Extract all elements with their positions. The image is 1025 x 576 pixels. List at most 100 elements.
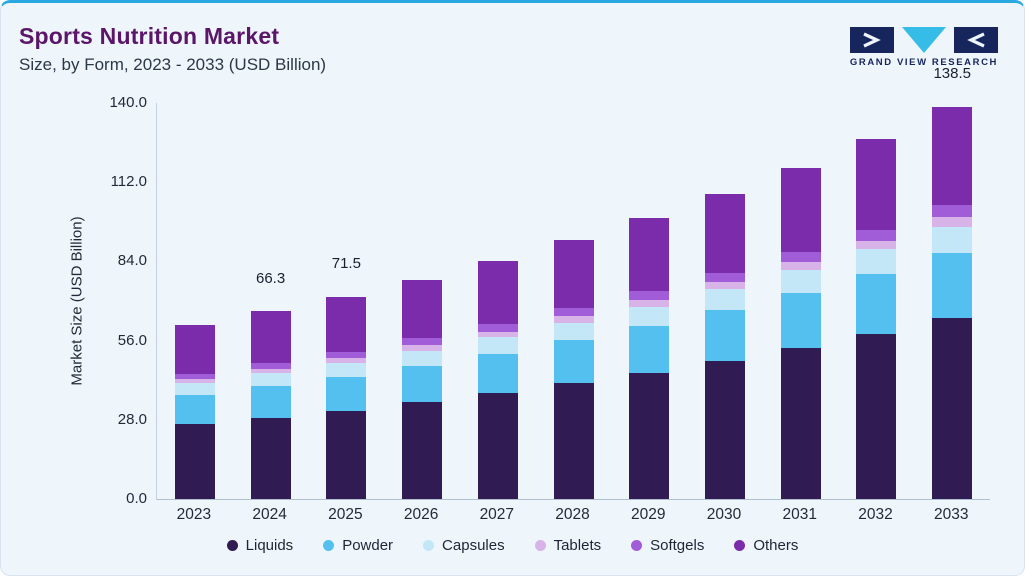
segment-liquids-2031 <box>780 347 821 499</box>
segment-liquids-2030 <box>705 360 745 499</box>
legend-item-powder: Powder <box>323 537 393 554</box>
segment-tablets-2027 <box>477 331 518 338</box>
bar-2023 <box>157 103 233 499</box>
legend-label-softgels: Softgels <box>650 537 705 554</box>
bar-2030 <box>687 103 763 499</box>
bar-stack-2028 <box>553 240 594 499</box>
plot-area: 66.3 71.5 138.5 <box>156 65 990 500</box>
legend-item-tablets: Tablets <box>534 537 601 554</box>
segment-capsules-2030 <box>705 289 745 311</box>
segment-others-2026 <box>402 279 443 339</box>
segment-softgels-2033 <box>932 205 973 218</box>
bar-2024: 66.3 <box>233 103 309 499</box>
bar-stack-2029 <box>629 217 670 499</box>
segment-others-2023 <box>174 324 215 374</box>
legend-label-others: Others <box>753 537 799 554</box>
segment-capsules-2031 <box>780 270 821 293</box>
title-block: Sports Nutrition Market Size, by Form, 2… <box>19 23 326 75</box>
legend-label-capsules: Capsules <box>442 537 505 554</box>
segment-powder-2028 <box>553 340 594 384</box>
legend-label-liquids: Liquids <box>245 537 294 554</box>
chart-subtitle: Size, by Form, 2023 - 2033 (USD Billion) <box>19 55 327 74</box>
segment-softgels-2030 <box>705 272 745 282</box>
segment-capsules-2032 <box>856 249 897 274</box>
segment-capsules-2023 <box>174 383 215 396</box>
page-title: Sports Nutrition Market <box>19 23 280 49</box>
segment-tablets-2030 <box>705 281 745 290</box>
segment-softgels-2029 <box>629 291 670 300</box>
legend-item-softgels: Softgels <box>631 537 704 554</box>
segment-others-2029 <box>629 217 670 292</box>
segment-liquids-2023 <box>174 424 215 499</box>
legend: Liquids Powder Capsules Tablets Softgels Othe… <box>1 537 1024 554</box>
legend-dot-liquids <box>226 540 238 551</box>
segment-others-2028 <box>553 240 594 309</box>
segment-capsules-2028 <box>553 322 594 341</box>
bar-stack-2032 <box>856 138 897 499</box>
y-tick-label: 56.0 <box>117 331 147 349</box>
gvr-logo-text: GRAND VIEW RESEARCH <box>849 57 998 68</box>
x-tick-label-2024: 2024 <box>252 506 287 523</box>
bar-stack-2023 <box>174 324 215 499</box>
bar-stack-2027 <box>477 260 518 499</box>
legend-item-liquids: Liquids <box>226 537 294 554</box>
segment-liquids-2026 <box>402 402 443 499</box>
segment-capsules-2029 <box>629 306 670 326</box>
segment-tablets-2033 <box>932 217 973 227</box>
segment-tablets-2026 <box>402 345 443 351</box>
segment-softgels-2028 <box>553 308 594 317</box>
bar-2029 <box>611 103 687 499</box>
legend-dot-capsules <box>423 540 435 551</box>
bar-stack-2025 <box>326 296 367 499</box>
segment-tablets-2031 <box>780 262 821 271</box>
y-tick-label: 0.0 <box>126 490 147 507</box>
segment-others-2031 <box>780 167 821 253</box>
segment-capsules-2025 <box>326 362 367 377</box>
y-tick-label: 84.0 <box>117 252 147 270</box>
segment-liquids-2029 <box>629 372 670 499</box>
segment-tablets-2029 <box>629 299 670 307</box>
bar-total-label-2033: 138.5 <box>933 65 971 83</box>
segment-powder-2033 <box>932 253 973 318</box>
segment-others-2033 <box>932 107 973 206</box>
bar-stack-2033 <box>932 107 973 499</box>
segment-liquids-2028 <box>553 383 594 499</box>
bar-stack-2026 <box>402 279 443 499</box>
y-axis-ticks: 0.0 28.0 56.0 84.0 112.0 140.0 <box>1 94 147 507</box>
x-tick-label-2031: 2031 <box>782 506 817 523</box>
segment-powder-2029 <box>629 325 670 373</box>
segment-liquids-2027 <box>477 393 518 499</box>
header: Sports Nutrition Market Size, by Form, 2… <box>1 3 1024 75</box>
segment-tablets-2028 <box>553 316 594 323</box>
segment-others-2030 <box>705 193 745 273</box>
segment-powder-2027 <box>477 353 518 394</box>
segment-powder-2031 <box>780 292 821 348</box>
x-tick-label-2033: 2033 <box>933 506 969 523</box>
segment-capsules-2033 <box>932 226 973 254</box>
x-tick-label-2030: 2030 <box>706 506 742 523</box>
segment-softgels-2025 <box>326 351 367 358</box>
segment-powder-2024 <box>250 386 291 418</box>
x-tick-label-2025: 2025 <box>328 506 363 523</box>
segment-powder-2023 <box>174 395 215 425</box>
legend-item-others: Others <box>734 537 798 554</box>
segment-capsules-2026 <box>402 350 443 366</box>
segment-softgels-2023 <box>174 373 215 380</box>
legend-item-capsules: Capsules <box>423 537 505 554</box>
segment-powder-2025 <box>326 376 367 411</box>
legend-dot-tablets <box>534 540 546 551</box>
legend-dot-others <box>734 540 746 551</box>
segment-softgels-2031 <box>780 252 821 263</box>
segment-powder-2030 <box>705 310 745 361</box>
x-tick-label-2023: 2023 <box>176 506 212 523</box>
segment-tablets-2023 <box>174 379 215 384</box>
x-axis-labels: 2023 2024 2025 2026 2027 2028 2029 2030 2031 2032… <box>156 506 989 524</box>
bar-total-label-2024: 66.3 <box>256 269 286 287</box>
segment-others-2027 <box>477 260 518 325</box>
y-tick-label: 140.0 <box>109 94 147 111</box>
segment-others-2025 <box>326 296 367 352</box>
grand-view-research-logo: GRAND VIEW RESEARCH <box>850 23 998 68</box>
y-tick-label: 112.0 <box>110 173 147 191</box>
segment-softgels-2032 <box>856 229 897 241</box>
